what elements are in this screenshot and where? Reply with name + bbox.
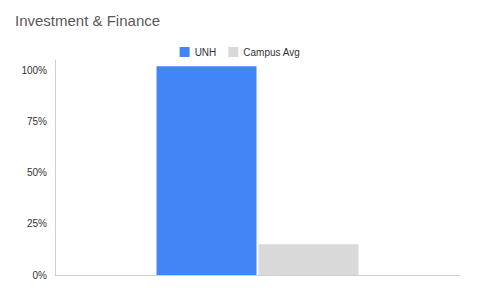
svg-text:0%: 0%	[33, 270, 48, 281]
svg-text:Investment & Finance: Investment & Finance	[15, 12, 160, 29]
svg-text:50%: 50%	[27, 167, 47, 178]
svg-text:UNH: UNH	[195, 47, 217, 58]
svg-text:75%: 75%	[27, 116, 47, 127]
svg-text:25%: 25%	[27, 218, 47, 229]
svg-text:Campus Avg: Campus Avg	[243, 47, 300, 58]
svg-text:100%: 100%	[21, 65, 47, 76]
